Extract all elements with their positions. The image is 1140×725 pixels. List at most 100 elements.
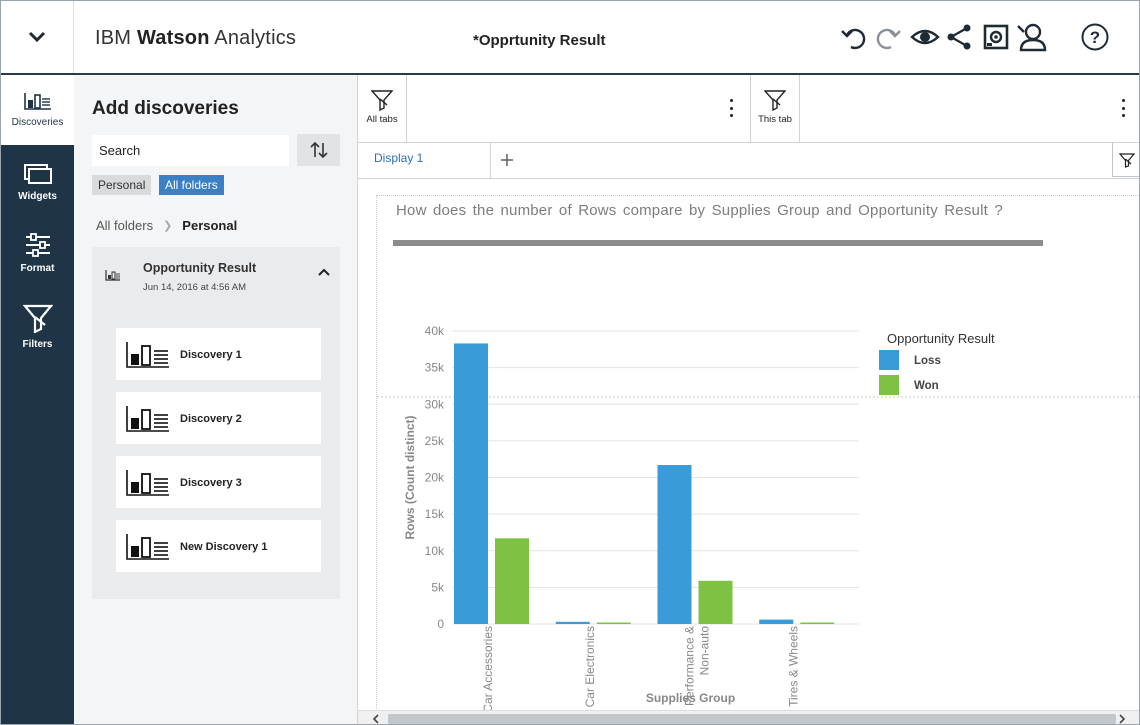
svg-text:?: ? bbox=[1090, 28, 1100, 47]
breadcrumb-current: Personal bbox=[182, 218, 238, 233]
filter-bar: All tabs This tab bbox=[358, 75, 1139, 143]
sliders-icon bbox=[25, 233, 50, 257]
sort-button[interactable] bbox=[297, 134, 340, 166]
discovery-item[interactable]: New Discovery 1 bbox=[116, 520, 321, 572]
screenshot-button[interactable] bbox=[980, 21, 1012, 53]
filter-icon bbox=[371, 90, 393, 111]
all-tabs-filter-button[interactable]: All tabs bbox=[358, 75, 406, 143]
horizontal-scrollbar[interactable] bbox=[358, 710, 1139, 724]
all-tabs-more-button[interactable] bbox=[726, 99, 736, 117]
scrollbar-thumb[interactable] bbox=[388, 714, 1116, 724]
chevron-up-icon[interactable] bbox=[317, 267, 331, 277]
panel-title: Add discoveries bbox=[92, 98, 239, 119]
personal-filter-chip[interactable]: Personal bbox=[92, 175, 152, 195]
app-header: IBM Watson Analytics *Opprtunity Result bbox=[1, 1, 1139, 75]
more-dot bbox=[729, 114, 733, 117]
eye-icon bbox=[910, 29, 940, 45]
more-dot bbox=[1121, 99, 1125, 102]
y-tick-label: 0 bbox=[437, 617, 444, 631]
this-tab-more-button[interactable] bbox=[1118, 99, 1128, 117]
sort-arrows-icon bbox=[309, 141, 328, 159]
tab-bar: Display 1 bbox=[358, 143, 1139, 179]
x-tick-label: Car Accessories bbox=[481, 626, 495, 710]
add-tab-button[interactable] bbox=[495, 148, 519, 172]
chevron-right-icon bbox=[1119, 714, 1126, 724]
legend-label: Won bbox=[914, 380, 939, 392]
bar-won bbox=[596, 622, 631, 624]
breadcrumb: All folders ❯ Personal bbox=[96, 218, 237, 233]
brand-suffix: Analytics bbox=[214, 27, 297, 49]
bar-loss bbox=[454, 343, 488, 624]
tab-display-1[interactable]: Display 1 bbox=[358, 143, 491, 179]
discoveries-panel: Add discoveries Personal All folders All… bbox=[74, 75, 357, 724]
discovery-item[interactable]: Discovery 2 bbox=[116, 392, 321, 444]
y-tick-label: 30k bbox=[425, 397, 445, 411]
bar-loss bbox=[555, 621, 590, 624]
filter-icon bbox=[764, 90, 786, 111]
x-tick-label-line: Performance & bbox=[683, 626, 697, 706]
bar-won bbox=[800, 622, 835, 624]
visualization-frame: How does the number of Rows compare by S… bbox=[376, 195, 1140, 710]
bar-chart[interactable]: 0 5k 10k 15k 20k 25k 30k 35k 40k Rows (Count dist… bbox=[377, 196, 1140, 710]
discovery-item[interactable]: Discovery 1 bbox=[116, 328, 321, 380]
left-rail: Discoveries Widgets Format bbox=[1, 75, 74, 724]
x-tick-label-line: Tires & Wheels bbox=[786, 626, 800, 707]
bar-won bbox=[495, 538, 529, 624]
share-button[interactable] bbox=[943, 21, 975, 53]
y-tick-label: 5k bbox=[431, 580, 445, 594]
more-dot bbox=[729, 99, 733, 102]
scroll-left-button[interactable] bbox=[368, 711, 384, 724]
x-tick-label-line: Non-auto bbox=[698, 626, 712, 676]
legend-swatch-won bbox=[879, 375, 899, 395]
chevron-down-icon bbox=[28, 31, 46, 43]
bar-loss bbox=[759, 619, 794, 624]
discovery-item-label: Discovery 1 bbox=[180, 349, 242, 361]
main-menu-button[interactable] bbox=[1, 1, 74, 73]
rail-item-format[interactable]: Format bbox=[1, 217, 74, 287]
rail-label: Filters bbox=[22, 339, 53, 350]
breadcrumb-all-folders[interactable]: All folders bbox=[96, 218, 154, 233]
bar-won bbox=[698, 580, 733, 624]
help-button[interactable]: ? bbox=[1079, 21, 1111, 53]
undo-button[interactable] bbox=[837, 21, 869, 53]
more-dot bbox=[1121, 114, 1125, 117]
scroll-right-button[interactable] bbox=[1114, 711, 1130, 724]
legend-title: Opportunity Result bbox=[887, 331, 995, 346]
folder-header[interactable]: Opportunity Result Jun 14, 2016 at 4:56 … bbox=[92, 247, 340, 305]
rail-label: Discoveries bbox=[11, 117, 64, 128]
y-tick-label: 40k bbox=[425, 324, 445, 338]
folder-name: Opportunity Result bbox=[143, 261, 257, 275]
rail-item-widgets[interactable]: Widgets bbox=[1, 147, 74, 217]
rail-item-filters[interactable]: Filters bbox=[1, 287, 74, 357]
document-title: *Opprtunity Result bbox=[473, 32, 606, 49]
discoveries-icon bbox=[23, 93, 51, 110]
redo-button[interactable] bbox=[873, 21, 905, 53]
help-icon: ? bbox=[1081, 23, 1109, 51]
y-tick-label: 15k bbox=[425, 507, 445, 521]
folder-date: Jun 14, 2016 at 4:56 AM bbox=[143, 282, 246, 293]
divider bbox=[799, 75, 800, 143]
legend-swatch-loss bbox=[879, 350, 899, 370]
legend-label: Loss bbox=[914, 355, 941, 367]
discovery-chart-icon bbox=[126, 342, 169, 368]
plus-icon bbox=[501, 154, 513, 166]
tab-filter-button[interactable] bbox=[1112, 143, 1139, 177]
user-settings-button[interactable] bbox=[1015, 21, 1047, 53]
user-settings-icon bbox=[1017, 23, 1047, 52]
search-input[interactable] bbox=[92, 135, 289, 166]
filter-icon bbox=[22, 304, 53, 333]
chart-title-underline bbox=[393, 240, 1043, 246]
x-tick-label: Car Electronics bbox=[583, 626, 597, 707]
main-canvas: All tabs This tab Display 1 bbox=[357, 75, 1140, 724]
discovery-item-label: Discovery 3 bbox=[180, 477, 242, 489]
discovery-chart-icon bbox=[126, 534, 169, 560]
rail-label: Format bbox=[20, 263, 55, 274]
discovery-item[interactable]: Discovery 3 bbox=[116, 456, 321, 508]
undo-icon bbox=[841, 28, 866, 50]
chevron-left-icon bbox=[372, 714, 379, 724]
all-folders-filter-chip[interactable]: All folders bbox=[159, 175, 224, 195]
preview-button[interactable] bbox=[909, 21, 941, 53]
this-tab-filter-button[interactable]: This tab bbox=[751, 75, 799, 143]
rail-item-discoveries[interactable]: Discoveries bbox=[1, 75, 74, 145]
